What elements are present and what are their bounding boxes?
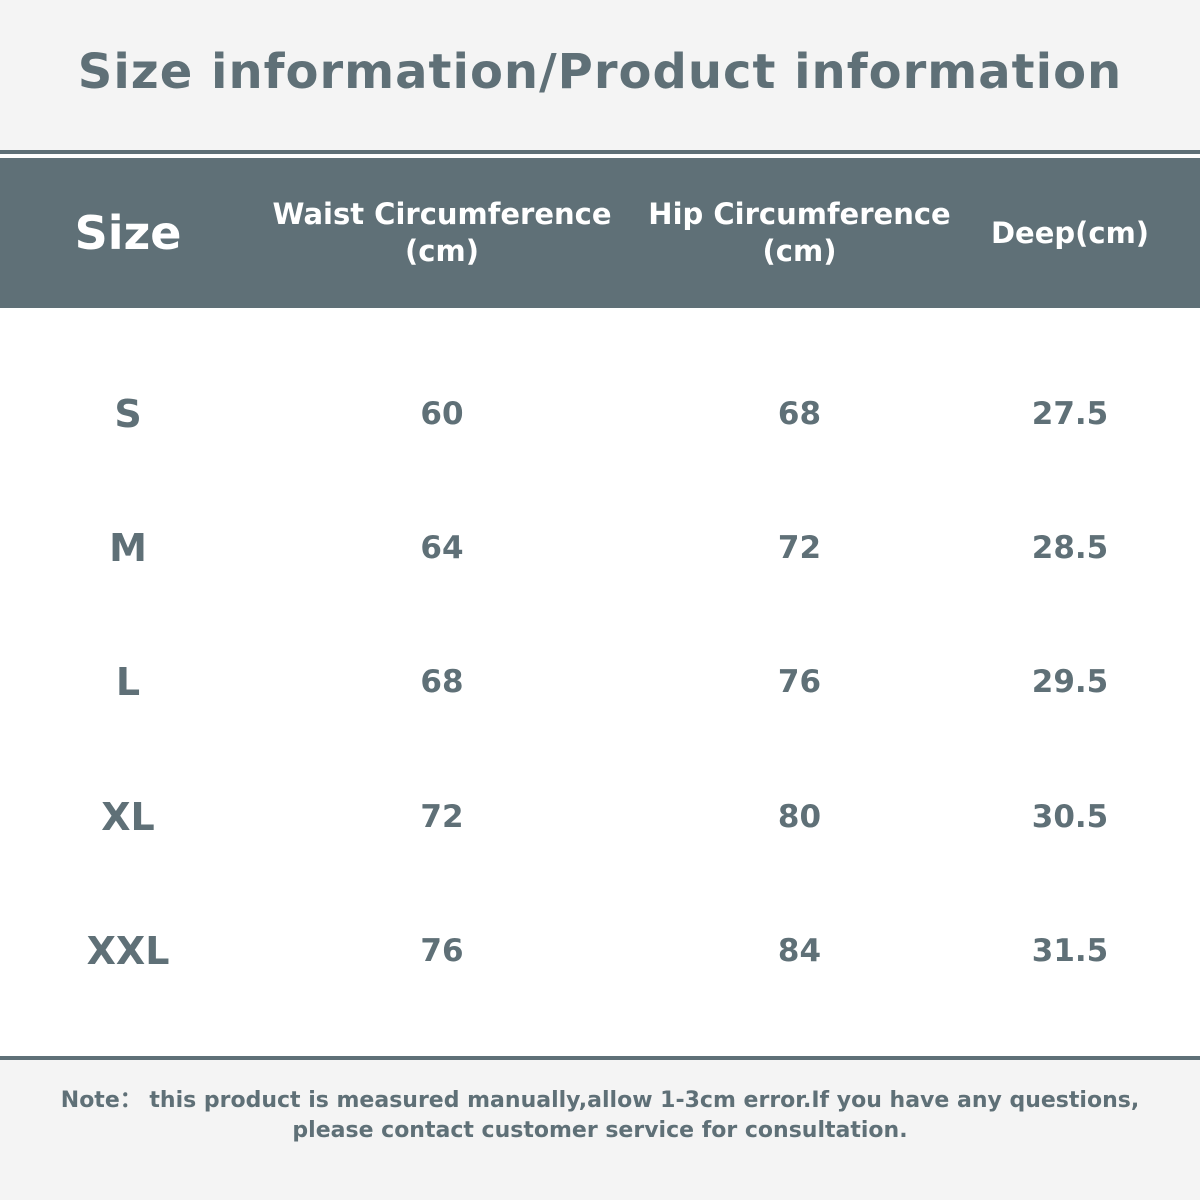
header-waist-label: Waist Circumference (cm) xyxy=(272,197,612,268)
footer-note: Note： this product is measured manually,… xyxy=(40,1086,1160,1146)
cell-deep: 29.5 xyxy=(1031,664,1109,700)
header-size: Size xyxy=(28,158,228,308)
note-line-1: Note： this product is measured manually,… xyxy=(60,1088,1140,1113)
header-size-label: Size xyxy=(74,206,182,260)
header-waist: Waist Circumference (cm) xyxy=(262,158,622,308)
cell-waist: 68 xyxy=(420,664,464,700)
cell-size: XL xyxy=(101,795,155,839)
cell-waist: 76 xyxy=(420,933,464,969)
table-row: L 68 76 29.5 xyxy=(0,652,1200,712)
header-hip-label: Hip Circumference (cm) xyxy=(648,197,951,268)
cell-hip: 84 xyxy=(777,933,822,969)
cell-hip: 68 xyxy=(777,396,822,432)
table-row: S 60 68 27.5 xyxy=(0,384,1200,444)
footer-band xyxy=(0,1060,1200,1200)
cell-deep: 28.5 xyxy=(1031,530,1109,566)
cell-size: L xyxy=(115,660,141,704)
header-hip: Hip Circumference (cm) xyxy=(622,158,977,308)
cell-deep: 30.5 xyxy=(1031,799,1109,835)
cell-deep: 31.5 xyxy=(1031,933,1109,969)
note-line-2: please contact customer service for cons… xyxy=(292,1118,908,1143)
divider-bottom xyxy=(0,1056,1200,1060)
header-deep-label: Deep(cm) xyxy=(990,216,1150,250)
cell-size: M xyxy=(109,526,147,570)
cell-hip: 72 xyxy=(777,530,822,566)
table-row: XXL 76 84 31.5 xyxy=(0,921,1200,981)
table-header: Size Waist Circumference (cm) Hip Circum… xyxy=(0,158,1200,308)
table-row: M 64 72 28.5 xyxy=(0,518,1200,578)
header-deep: Deep(cm) xyxy=(975,158,1165,308)
cell-waist: 60 xyxy=(420,396,464,432)
cell-deep: 27.5 xyxy=(1031,396,1109,432)
divider-top xyxy=(0,150,1200,154)
page-title: Size information/Product information xyxy=(77,44,1123,100)
cell-waist: 72 xyxy=(420,799,464,835)
cell-hip: 80 xyxy=(777,799,822,835)
cell-size: S xyxy=(114,392,142,436)
table-row: XL 72 80 30.5 xyxy=(0,787,1200,847)
cell-size: XXL xyxy=(86,929,170,973)
cell-hip: 76 xyxy=(777,664,822,700)
cell-waist: 64 xyxy=(420,530,464,566)
title-band xyxy=(0,0,1200,150)
